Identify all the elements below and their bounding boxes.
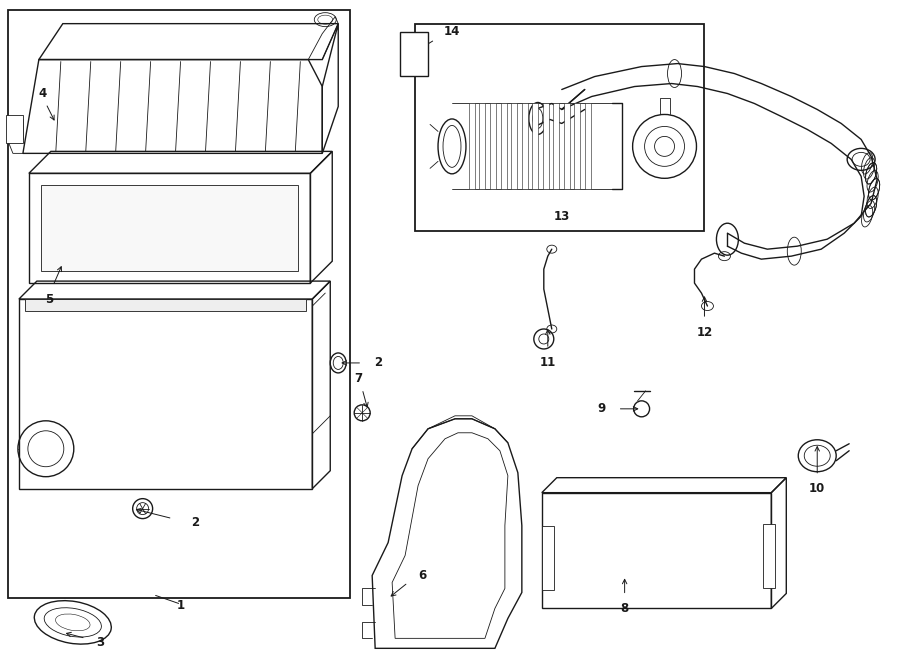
Text: 12: 12	[697, 327, 713, 340]
Bar	[415, 24, 705, 231]
Text: 4: 4	[39, 87, 47, 100]
Text: 11: 11	[540, 356, 556, 369]
Text: 1: 1	[176, 599, 184, 612]
Bar	[500, 104, 507, 189]
Text: 13: 13	[554, 210, 570, 223]
Bar	[574, 104, 580, 189]
Text: 7: 7	[354, 372, 363, 385]
Bar	[480, 104, 485, 189]
Bar	[8, 10, 350, 598]
Bar	[29, 173, 310, 283]
Bar	[532, 104, 538, 189]
Bar	[19, 299, 312, 488]
Text: 9: 9	[598, 403, 606, 415]
Bar	[542, 525, 554, 590]
Text: 6: 6	[418, 569, 427, 582]
Bar	[585, 104, 590, 189]
Text: 2: 2	[192, 516, 200, 529]
Text: 10: 10	[809, 482, 825, 495]
Bar	[25, 299, 306, 311]
Bar	[543, 104, 549, 189]
Bar	[554, 104, 559, 189]
Text: 8: 8	[620, 602, 629, 615]
Bar	[6, 116, 23, 143]
Text: 3: 3	[96, 636, 104, 649]
Bar	[763, 524, 775, 588]
Bar	[490, 104, 496, 189]
Bar	[563, 104, 570, 189]
Bar	[40, 185, 298, 271]
Bar	[542, 492, 771, 608]
Bar	[469, 104, 475, 189]
Bar	[522, 104, 527, 189]
Text: 5: 5	[45, 293, 53, 305]
Text: 2: 2	[374, 356, 382, 369]
Text: 14: 14	[444, 25, 460, 38]
Bar	[400, 32, 428, 75]
Bar	[511, 104, 517, 189]
